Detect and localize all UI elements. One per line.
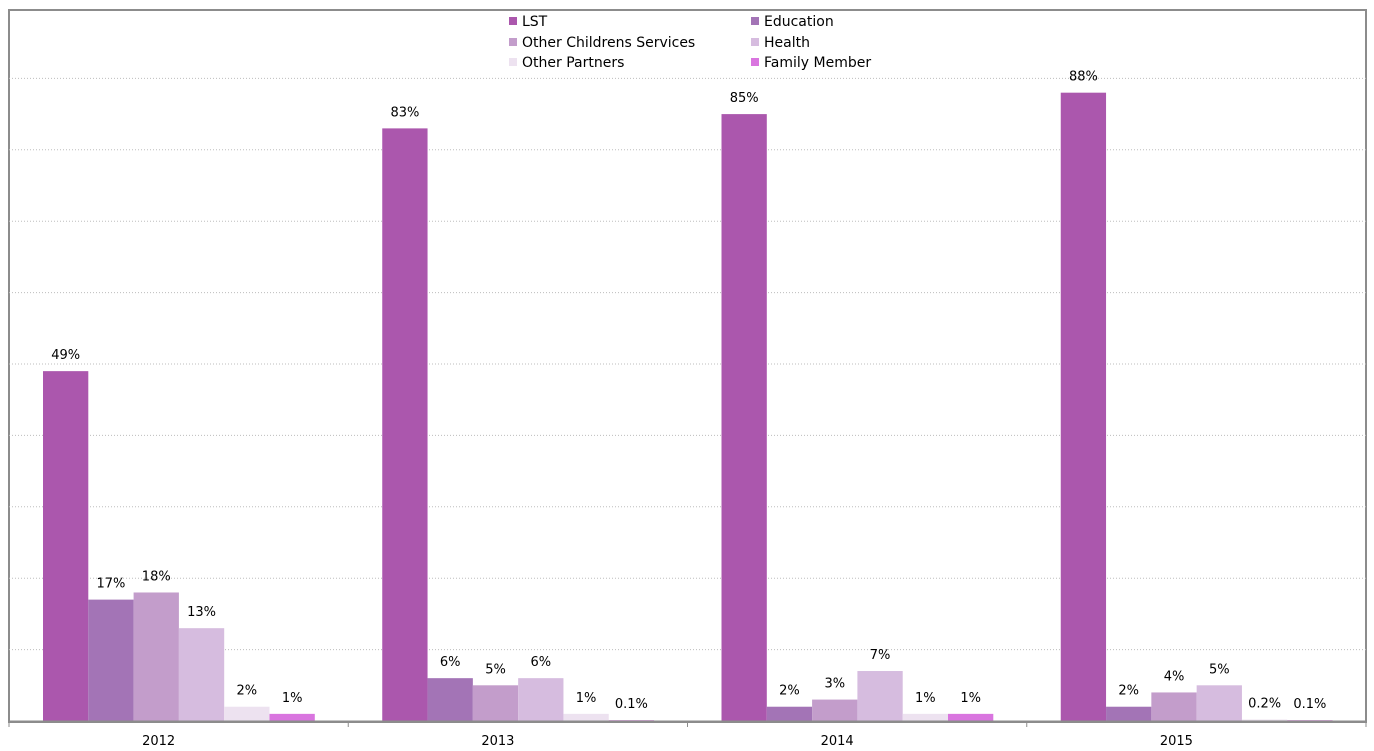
bar-lst-2015 bbox=[1060, 92, 1107, 722]
legend-swatch-family-member bbox=[751, 58, 759, 66]
legend-label-other-childrens-services: Other Childrens Services bbox=[522, 35, 695, 51]
plot-frame bbox=[8, 9, 1367, 723]
data-label-health-2014: 7% bbox=[870, 648, 891, 663]
data-label-health-2015: 5% bbox=[1209, 662, 1230, 677]
data-label-other-partners-2014: 1% bbox=[915, 691, 936, 706]
x-tick-label-2012: 2012 bbox=[142, 734, 175, 749]
data-label-education-2015: 2% bbox=[1118, 684, 1139, 699]
x-tick-label-2015: 2015 bbox=[1160, 734, 1193, 749]
data-label-family-member-2015: 0.1% bbox=[1293, 697, 1326, 712]
data-label-lst-2012: 49% bbox=[51, 348, 80, 363]
data-label-lst-2015: 88% bbox=[1069, 70, 1098, 85]
bar-education-2015 bbox=[1106, 706, 1152, 721]
data-label-other-partners-2015: 0.2% bbox=[1248, 697, 1281, 712]
data-label-other-childrens-services-2012: 18% bbox=[142, 569, 171, 584]
bar-health-2014 bbox=[857, 671, 903, 721]
data-label-other-partners-2012: 2% bbox=[237, 684, 258, 699]
bar-health-2013 bbox=[518, 678, 564, 721]
bar-health-2015 bbox=[1196, 685, 1242, 721]
bar-other-childrens-services-2013 bbox=[472, 685, 519, 721]
legend-label-family-member: Family Member bbox=[764, 55, 871, 71]
bar-family-member-2012 bbox=[269, 713, 315, 721]
data-label-lst-2013: 83% bbox=[390, 105, 419, 120]
bar-education-2012 bbox=[88, 599, 134, 721]
data-label-lst-2014: 85% bbox=[730, 91, 759, 106]
data-label-other-childrens-services-2015: 4% bbox=[1164, 669, 1185, 684]
data-label-family-member-2014: 1% bbox=[960, 691, 981, 706]
x-axis: 2012 2013 2014 2015 bbox=[8, 720, 1367, 749]
data-label-education-2014: 2% bbox=[779, 684, 800, 699]
data-label-family-member-2012: 1% bbox=[282, 691, 303, 706]
legend-label-health: Health bbox=[764, 35, 810, 51]
legend-swatch-health bbox=[751, 38, 759, 46]
bar-lst-2012 bbox=[43, 371, 89, 721]
bar-lst-2014 bbox=[721, 114, 767, 722]
data-labels: 49% 17% 18% 13% 2% 1% 83% 6% 5% 6% 1% 0.1% 85% 2% 3% 7%… bbox=[51, 70, 1326, 713]
data-label-other-childrens-services-2013: 5% bbox=[485, 662, 506, 677]
legend-swatch-lst bbox=[509, 17, 517, 25]
data-label-other-childrens-services-2014: 3% bbox=[824, 677, 845, 692]
legend-swatch-other-childrens-services bbox=[509, 38, 517, 46]
legend-label-other-partners: Other Partners bbox=[522, 55, 624, 71]
bar-other-partners-2015 bbox=[1241, 719, 1288, 721]
bar-other-partners-2012 bbox=[224, 706, 270, 721]
gridlines bbox=[9, 77, 1366, 651]
bar-education-2013 bbox=[427, 678, 473, 721]
legend-swatch-other-partners bbox=[509, 58, 517, 66]
bar-other-childrens-services-2015 bbox=[1151, 692, 1197, 721]
legend-label-lst: LST bbox=[522, 14, 548, 30]
data-label-health-2013: 6% bbox=[530, 655, 551, 670]
data-label-family-member-2013: 0.1% bbox=[615, 697, 648, 712]
bar-lst-2013 bbox=[382, 128, 428, 721]
data-label-education-2013: 6% bbox=[440, 655, 461, 670]
bar-other-childrens-services-2014 bbox=[812, 699, 858, 721]
data-label-health-2012: 13% bbox=[187, 605, 216, 620]
legend-label-education: Education bbox=[764, 14, 834, 30]
legend-swatch-education bbox=[751, 17, 759, 25]
bar-education-2014 bbox=[766, 706, 813, 721]
bar-other-childrens-services-2012 bbox=[133, 592, 179, 721]
legend: LST Education Other Childrens Services Heal… bbox=[509, 14, 871, 71]
x-tick-label-2013: 2013 bbox=[481, 734, 514, 749]
bar-family-member-2014 bbox=[948, 713, 994, 721]
data-label-education-2012: 17% bbox=[96, 577, 125, 592]
bar-other-partners-2014 bbox=[902, 713, 948, 721]
data-label-other-partners-2013: 1% bbox=[576, 691, 597, 706]
bar-health-2012 bbox=[178, 628, 225, 721]
x-tick-label-2014: 2014 bbox=[821, 734, 854, 749]
bar-other-partners-2013 bbox=[563, 713, 609, 721]
bars bbox=[43, 92, 1333, 722]
